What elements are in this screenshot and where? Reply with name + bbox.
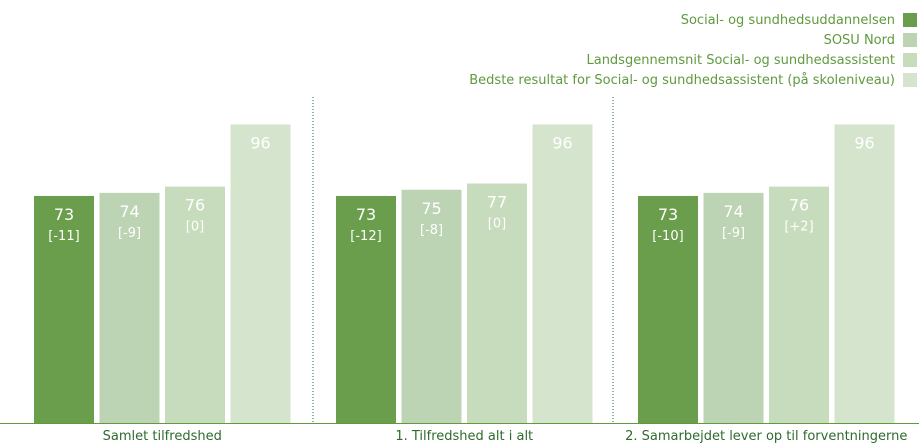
bar [230,124,291,423]
bar-value-label: 74 [119,202,139,221]
bar [769,186,829,423]
bar-value-label: 73 [356,205,376,224]
bar [703,192,764,423]
bar-delta-label: [-10] [652,229,683,244]
bar-value-label: 77 [487,193,507,212]
legend-swatch [903,33,917,47]
bar-delta-label: [0] [488,217,506,232]
bar-value-label: 73 [658,205,678,224]
bar-value-label: 75 [421,199,441,218]
bar-value-label: 76 [789,196,809,215]
legend-swatch [903,13,917,27]
bar-delta-label: [0] [186,220,204,235]
legend-item: Social- og sundhedsuddannelsen [217,10,917,30]
bar [336,195,396,423]
bar [834,124,895,423]
bar-delta-label: [-8] [420,223,443,238]
bar-delta-label: [-9] [118,226,141,241]
bar-value-label: 96 [552,133,572,152]
legend-label: SOSU Nord [823,32,895,48]
legend-label: Social- og sundhedsuddannelsen [680,12,895,28]
bar [532,124,593,423]
bar-value-label: 74 [723,202,743,221]
bar-value-label: 76 [185,196,205,215]
legend-swatch [903,53,917,67]
bar [638,195,698,423]
legend-label: Bedste resultat for Social- og sundhedsa… [469,72,895,88]
category-label: Samlet tilfredshed [103,429,222,443]
bar-delta-label: [+2] [784,220,813,235]
legend-item: SOSU Nord [217,30,917,50]
bar-value-label: 96 [250,133,270,152]
bar-delta-label: [-12] [350,229,381,244]
bar [99,192,160,423]
legend-swatch [903,73,917,87]
bar-value-label: 73 [54,205,74,224]
legend-item: Landsgennemsnit Social- og sundhedsassis… [217,50,917,70]
bar [467,183,527,423]
chart-legend: Social- og sundhedsuddannelsen SOSU Nord L… [217,10,917,90]
bar-delta-label: [-9] [722,226,745,241]
bar [34,195,94,423]
bar-delta-label: [-11] [48,229,79,244]
bar [165,186,225,423]
legend-item: Bedste resultat for Social- og sundhedsa… [217,70,917,90]
bar-value-label: 96 [854,133,874,152]
category-label: 1. Tilfredshed alt i alt [395,429,533,443]
legend-label: Landsgennemsnit Social- og sundhedsassis… [586,52,895,68]
category-label: 2. Samarbejdet lever op til forventninge… [625,429,907,443]
bar [401,189,462,423]
